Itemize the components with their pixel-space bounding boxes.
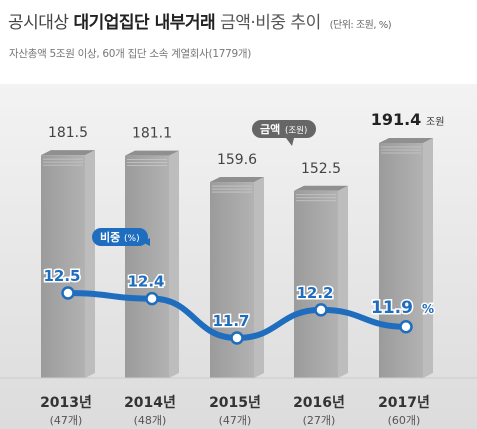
bar-front <box>294 190 338 378</box>
bar-1 <box>41 150 95 378</box>
x-tick-note: (47개) <box>50 414 83 427</box>
bar-side <box>169 150 179 378</box>
line-layer: 12.5 12.4 11.7 12.2 11.9% <box>42 266 436 345</box>
bar-top <box>294 185 348 191</box>
bar-value-label-highlight: 191.4 <box>371 110 422 129</box>
ratio-value-label: 12.4 <box>127 273 164 291</box>
amount-legend-label: 금액 <box>260 123 280 136</box>
x-tick-label: 2014년 <box>124 395 176 411</box>
ratio-legend-badge <box>92 228 148 246</box>
legend-layer: 금액 (조원) 비중 (%) <box>92 120 316 246</box>
bar-side <box>338 185 348 378</box>
x-tick-label: 2017년 <box>378 395 430 411</box>
bar-front <box>41 155 85 378</box>
axis-layer: 2013년 (47개) 2014년 (48개) 2015년 (47개) 2016년 (27개)… <box>0 377 477 427</box>
bar-value-label: 181.5 <box>48 125 88 141</box>
title-part-1: 공시대상 <box>8 13 69 33</box>
ratio-legend-label: 비중 <box>100 230 120 244</box>
ratio-point <box>61 286 75 300</box>
page-title: 공시대상 대기업집단 내부거래 금액·비중 추이 (단위: 조원, %) <box>8 8 392 33</box>
bar-value-label: 159.6 <box>217 152 257 168</box>
bar-3 <box>210 177 264 378</box>
title-part-2: 대기업집단 내부거래 <box>73 13 216 33</box>
x-tick-note: (47개) <box>219 414 252 427</box>
x-tick-note: (48개) <box>134 414 167 427</box>
bars-layer: 181.5 181.1 159.6 152.5 191.4 조원 <box>41 110 444 378</box>
bar-top <box>41 150 95 156</box>
page-subtitle: 자산총액 5조원 이상, 60개 집단 소속 계열회사(1779개) <box>9 48 251 60</box>
amount-legend-unit: (조원) <box>285 126 307 136</box>
bar-front <box>125 155 169 378</box>
x-tick-label: 2013년 <box>40 395 92 411</box>
ratio-value-label: 12.2 <box>296 284 333 302</box>
bar-side <box>85 150 95 378</box>
bar-top <box>125 150 179 156</box>
bar-front <box>210 182 254 378</box>
bar-value-unit: 조원 <box>426 116 444 128</box>
ratio-value-label: 12.5 <box>43 267 80 285</box>
title-unit: (단위: 조원, %) <box>329 20 392 31</box>
ratio-point <box>145 291 159 306</box>
bar-4 <box>294 185 348 378</box>
bar-value-label: 152.5 <box>301 161 341 177</box>
bar-top <box>379 138 433 143</box>
bar-side <box>254 177 264 378</box>
ratio-point <box>230 331 244 345</box>
ratio-legend-pointer <box>142 238 150 246</box>
ratio-point <box>314 303 328 317</box>
ratio-value-label: 11.7 <box>212 312 249 330</box>
bar-2 <box>125 150 179 378</box>
bar-top <box>210 177 264 183</box>
amount-legend-badge <box>252 120 316 138</box>
bar-value-label: 181.1 <box>132 126 172 142</box>
x-tick-note: (27개) <box>303 414 336 427</box>
ratio-value-unit: % <box>422 302 434 316</box>
amount-legend-pointer <box>286 138 294 146</box>
x-tick-label: 2016년 <box>293 395 345 411</box>
ratio-point <box>399 320 413 334</box>
bar-front <box>379 143 423 378</box>
bar-side <box>423 138 433 378</box>
bar-5 <box>379 138 433 378</box>
title-part-3: 금액·비중 추이 <box>220 13 321 33</box>
ratio-value-label-highlight: 11.9 <box>371 298 413 318</box>
x-tick-note: (60개) <box>388 414 421 427</box>
x-tick-label: 2015년 <box>209 395 261 411</box>
ratio-legend-unit: (%) <box>124 234 140 244</box>
